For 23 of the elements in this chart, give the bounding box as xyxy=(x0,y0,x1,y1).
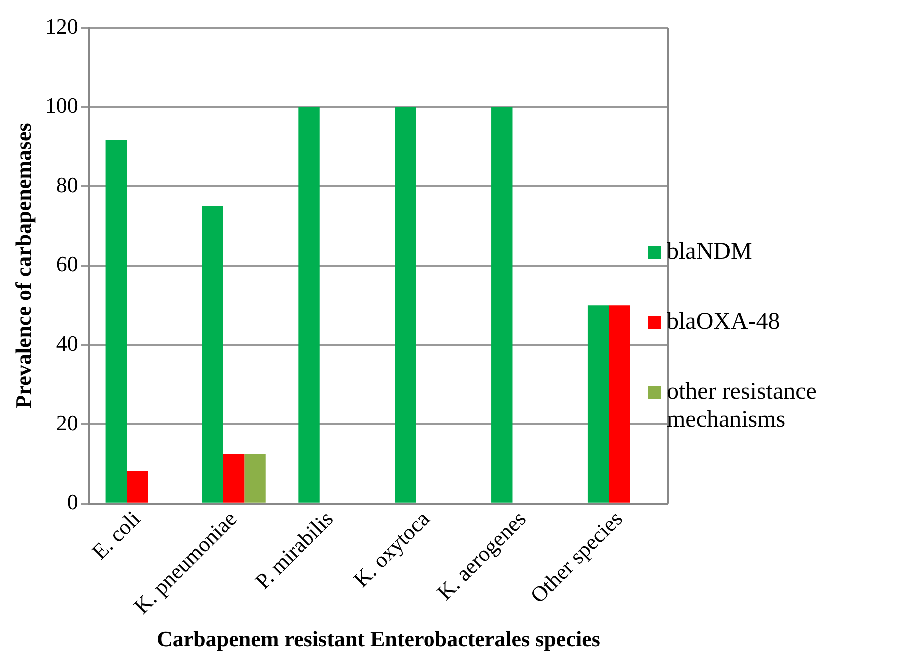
bar xyxy=(609,306,630,503)
bar xyxy=(588,306,610,503)
y-tick-label: 60 xyxy=(56,252,78,277)
bar xyxy=(106,140,128,503)
y-tick-label: 0 xyxy=(67,490,78,515)
x-tick-label: E. coli xyxy=(86,506,146,564)
y-tick-label: 40 xyxy=(56,331,78,356)
y-tick-label: 100 xyxy=(45,93,78,118)
y-tick-label: 80 xyxy=(56,172,78,198)
bar xyxy=(244,454,266,503)
x-axis-title: Carbapenem resistant Enterobacterales species xyxy=(156,626,601,652)
bar xyxy=(202,206,224,503)
y-tick-label: 20 xyxy=(56,410,78,436)
legend-label: other resistance mechanisms xyxy=(667,378,818,434)
bar xyxy=(298,107,320,503)
legend-label: blaNDM xyxy=(667,238,754,266)
legend-label: blaOXA-48 xyxy=(667,308,782,336)
bar xyxy=(223,454,245,503)
bar xyxy=(127,470,148,503)
bar xyxy=(492,107,513,503)
y-axis-title: Prevalence of carbapenemases xyxy=(10,122,36,409)
bar xyxy=(395,107,416,503)
y-tick-label: 120 xyxy=(45,14,78,39)
